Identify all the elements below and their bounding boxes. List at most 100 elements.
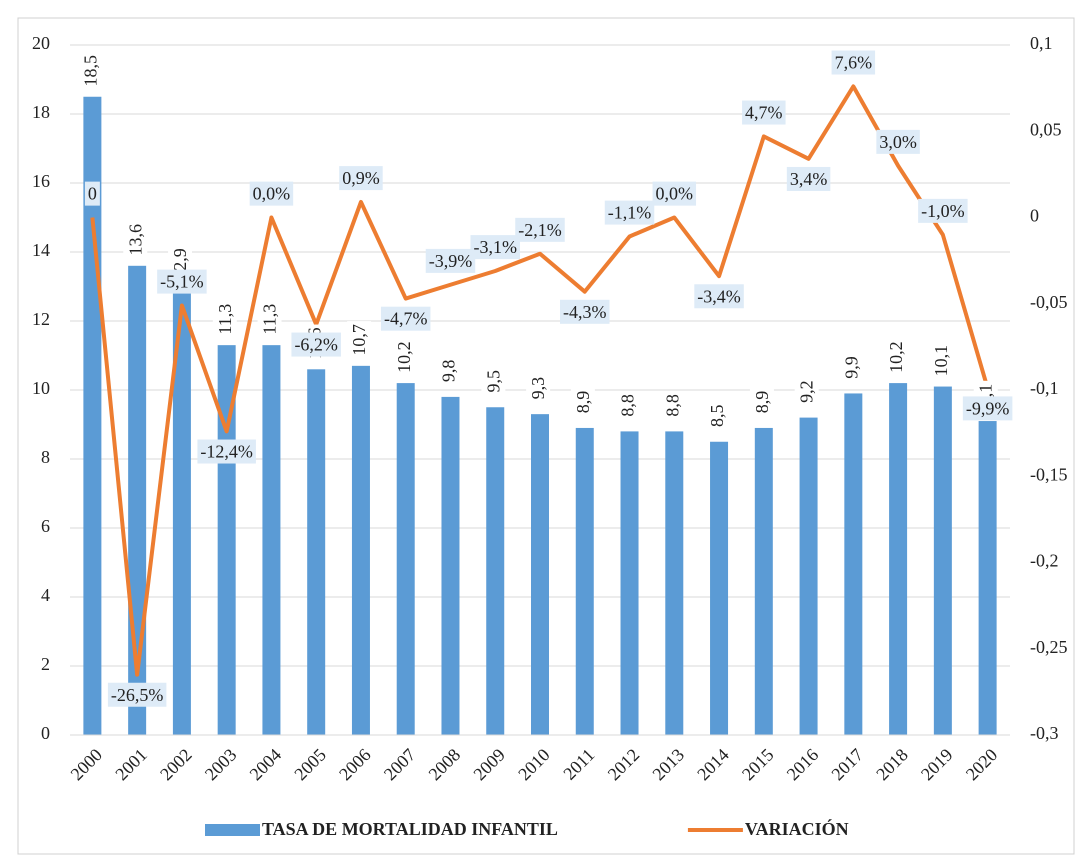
bar-value-label-bg	[705, 401, 730, 430]
y2-tick-label: -0,2	[1030, 551, 1059, 571]
bar-value-label-group: 8,8	[615, 391, 640, 420]
line-value-label: -3,9%	[429, 251, 473, 271]
bar	[351, 365, 370, 735]
line-value-label: -4,7%	[384, 309, 428, 329]
line-value-label-bg	[197, 439, 256, 464]
bar	[486, 407, 505, 735]
line-value-label-group: -3,9%	[425, 248, 476, 273]
line-value-label-group: -12,4%	[197, 439, 256, 464]
line-value-label-group: 0,0%	[249, 181, 294, 206]
line-value-label-group: -1,0%	[918, 198, 968, 223]
bar-value-label: 9,9	[841, 356, 861, 379]
y2-tick-label: 0	[1030, 206, 1039, 226]
y2-tick-label: 0,1	[1030, 33, 1053, 53]
line-value-label-bg	[652, 181, 697, 206]
line-value-label-group: -3,4%	[694, 284, 744, 309]
bar-value-label-bg	[884, 338, 909, 376]
bar-value-label: 9,2	[797, 380, 817, 403]
line-value-label-bg	[876, 129, 920, 154]
line-value-label-bg	[742, 100, 786, 125]
y-tick-label: 12	[32, 309, 50, 329]
bar-value-label-group: 9,2	[794, 377, 819, 406]
line-value-label: 0,0%	[253, 184, 291, 204]
line-value-label-group: -1,1%	[604, 200, 655, 225]
bar-value-label-group: 18,5	[78, 52, 103, 90]
bar-value-label-bg	[347, 321, 372, 359]
bar-value-label-bg	[839, 353, 864, 382]
bar-value-label-group: 10,7	[347, 321, 372, 359]
bar-value-label: 10,7	[349, 324, 369, 356]
line-value-label-bg	[84, 181, 100, 206]
bar	[889, 383, 908, 735]
bar-value-label-group: 8,9	[749, 387, 774, 417]
line-value-label-bg	[962, 396, 1013, 421]
line-value-label: -2,1%	[518, 220, 562, 240]
bar-value-label-group: 8,8	[660, 391, 685, 420]
line-value-label-group: -6,2%	[291, 332, 341, 357]
line-value-label-bg	[470, 235, 520, 260]
line-value-label-bg	[157, 269, 207, 294]
bar-value-label: 8,8	[618, 394, 638, 417]
line-value-label-group: 3,4%	[786, 166, 831, 191]
bar-value-label-group: 9,9	[839, 353, 864, 382]
bar-value-label-bg	[257, 300, 282, 338]
bar-value-label: 10,1	[931, 345, 951, 377]
line-value-label-bg	[291, 332, 341, 357]
line-value-label: 0	[88, 184, 97, 204]
line-value-label-group: -5,1%	[157, 269, 207, 294]
y-tick-label: 18	[32, 102, 50, 122]
line	[90, 84, 990, 677]
line-value-label-bg	[249, 181, 294, 206]
bar-value-label: 8,9	[752, 391, 772, 414]
line-value-label: -1,0%	[921, 201, 965, 221]
line-value-label-group: 0,0%	[652, 181, 697, 206]
bar	[172, 289, 191, 735]
legend-label: TASA DE MORTALIDAD INFANTIL	[262, 819, 558, 839]
bar	[531, 414, 549, 735]
line-value-label: -1,1%	[608, 203, 652, 223]
bar	[754, 427, 773, 735]
line-value-label-bg	[515, 217, 565, 242]
bar	[262, 345, 281, 735]
line-value-label: -6,2%	[294, 335, 338, 355]
line-value-label-bg	[604, 200, 655, 225]
bar-value-label-bg	[794, 377, 819, 406]
bar-value-label-group: 13,6	[123, 221, 148, 259]
bar-value-label-bg	[123, 221, 148, 259]
line-value-label: -26,5%	[111, 685, 164, 705]
y-tick-label: 20	[32, 33, 50, 53]
line-value-label-group: -26,5%	[107, 682, 167, 707]
y-tick-label: 4	[41, 585, 50, 605]
y-tick-label: 10	[32, 378, 50, 398]
bar-value-label-group: 11,3	[257, 300, 282, 338]
line-value-label-bg	[694, 284, 744, 309]
bar-value-label-bg	[526, 373, 551, 403]
line-value-label: -4,3%	[563, 302, 607, 322]
bar	[620, 431, 639, 735]
bar-value-label-group: 10,2	[884, 338, 909, 376]
y2-tick-label: -0,05	[1030, 292, 1068, 312]
line-value-label-bg	[380, 306, 431, 331]
y-tick-label: 16	[32, 171, 50, 191]
bar-value-label: 9,3	[528, 377, 548, 400]
line-value-label-group: -2,1%	[515, 217, 565, 242]
y-tick-label: 14	[32, 240, 50, 260]
bar	[665, 431, 684, 735]
bar-value-label-bg	[391, 338, 416, 376]
y2-tick-label: 0,05	[1030, 119, 1062, 139]
bar-value-label-bg	[570, 387, 595, 417]
bar	[307, 369, 326, 735]
legend-swatch	[205, 824, 260, 836]
bar-value-label: 10,2	[886, 341, 906, 373]
line-value-label: 0,9%	[342, 168, 380, 188]
bar-value-label-group: 8,5	[705, 401, 730, 430]
line-value-label: 3,4%	[790, 169, 828, 189]
line-value-label-group: 3,0%	[876, 129, 920, 154]
bar-value-label-group: 8,9	[570, 387, 595, 417]
bar-value-label-group: 11,3	[212, 300, 237, 338]
bar	[978, 421, 997, 735]
bar-value-label-group: 9,5	[481, 367, 506, 396]
bar-value-label-bg	[615, 391, 640, 420]
bar	[933, 386, 952, 735]
